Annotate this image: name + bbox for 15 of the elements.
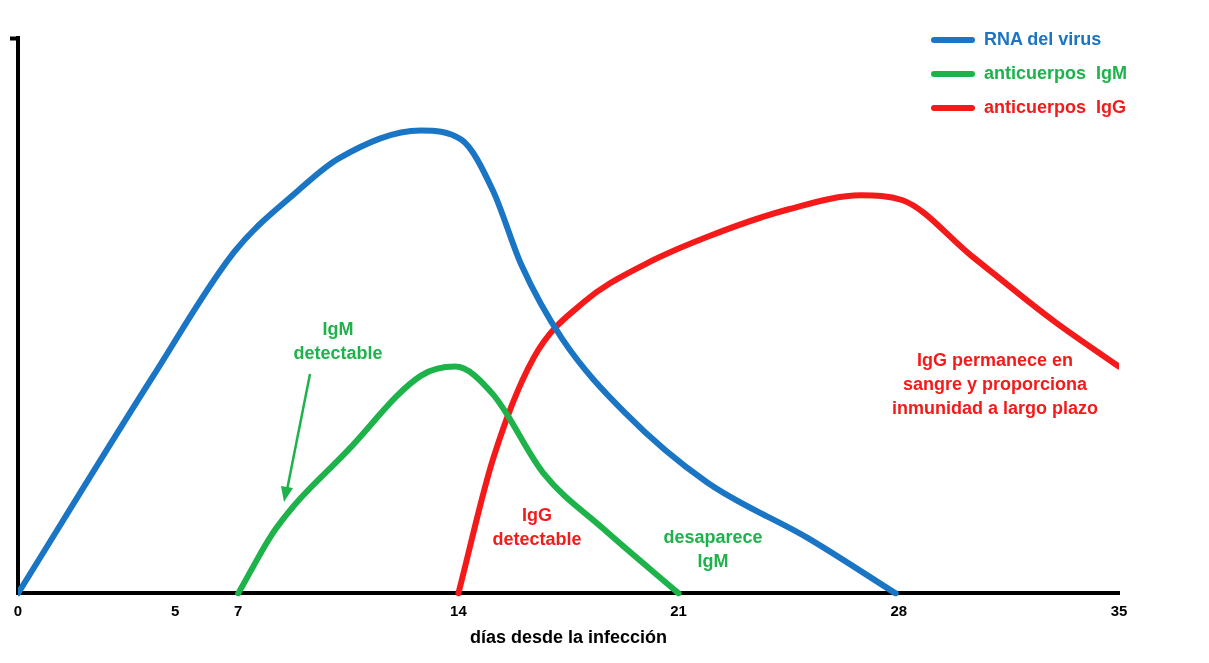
x-tick-label: 35 <box>1110 601 1128 619</box>
legend-label: RNA del virus <box>984 28 1102 49</box>
legend-label: anticuerpos IgG <box>984 96 1127 117</box>
annotation: IgG permanece en sangre y proporciona inmunidad a largo plazo <box>891 349 1099 418</box>
annotation: IgM detectable <box>293 318 383 363</box>
annotation: IgG detectable <box>492 504 582 549</box>
x-tick-label: 21 <box>670 601 687 619</box>
x-tick-label: 14 <box>450 601 468 619</box>
legend-label: anticuerpos IgM <box>984 62 1128 83</box>
annotation: desaparece IgM <box>663 526 763 571</box>
x-axis-title: días desde la infección <box>469 627 668 648</box>
x-tick-label: 5 <box>171 601 180 619</box>
x-tick-label: 28 <box>890 601 908 619</box>
x-tick-label: 7 <box>234 601 243 619</box>
x-tick-label: 0 <box>13 601 23 619</box>
